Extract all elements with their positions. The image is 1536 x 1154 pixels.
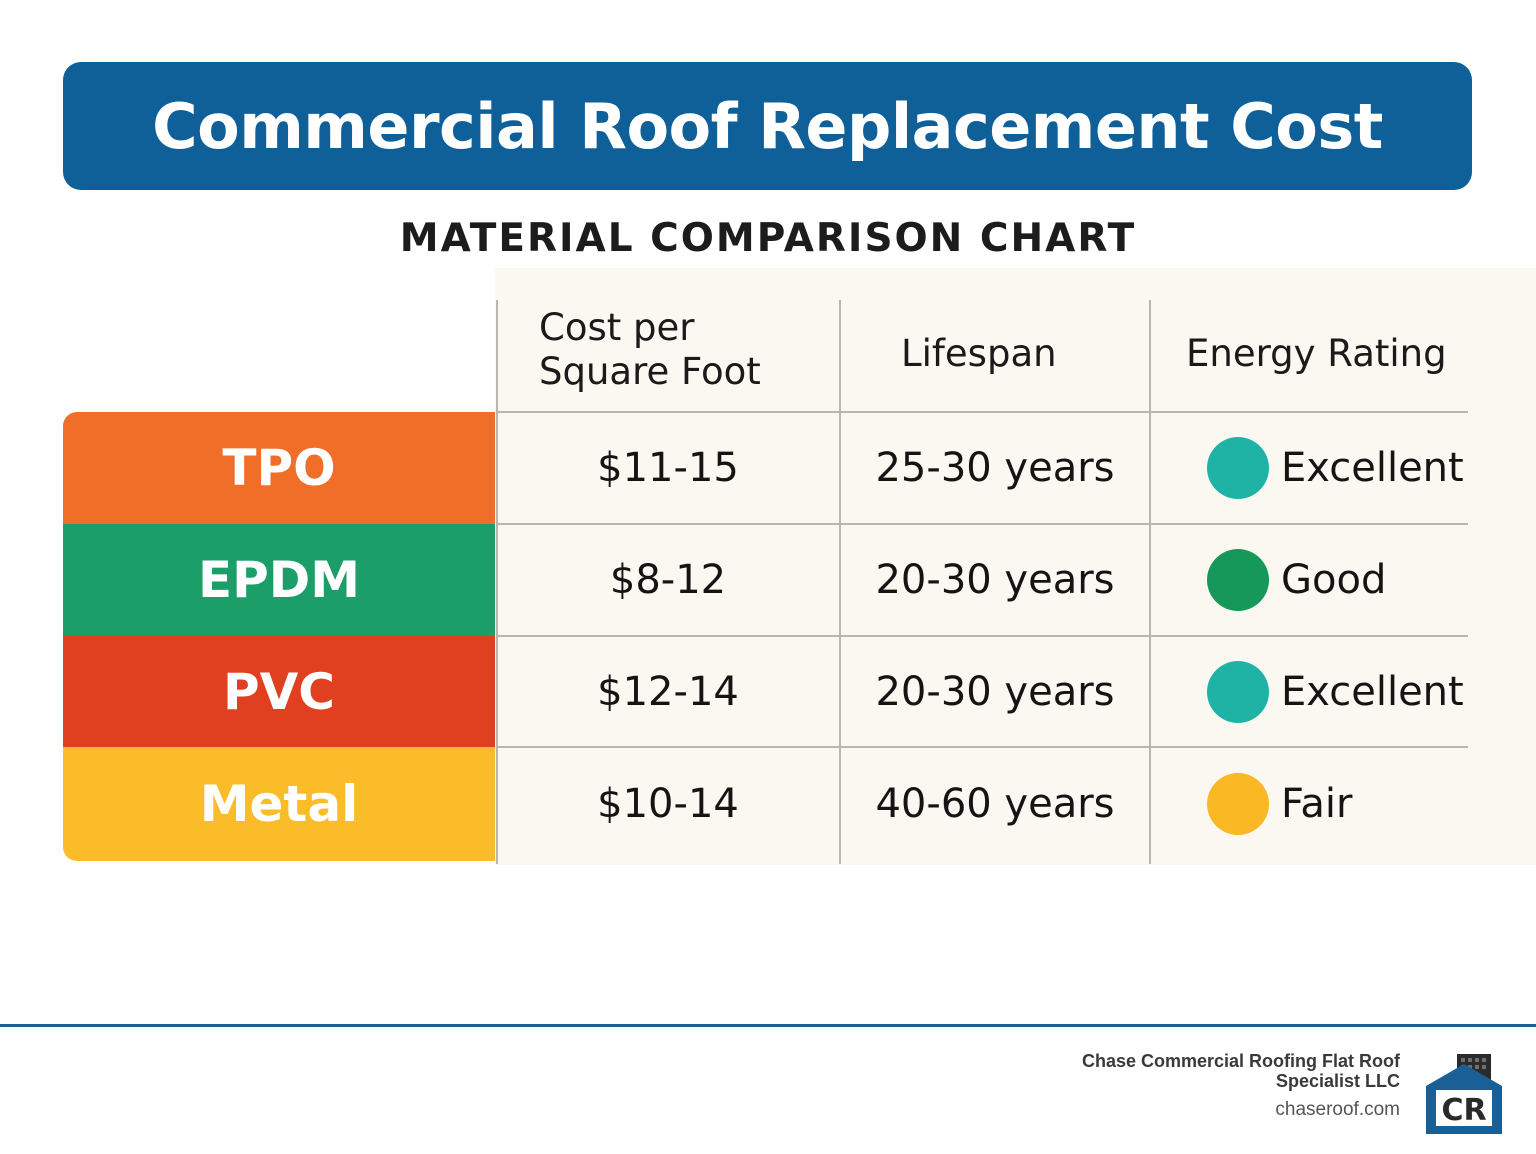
- row-label-metal: Metal: [63, 747, 495, 861]
- row-label-pvc: PVC: [63, 636, 495, 747]
- grid-hline-3: [496, 635, 1468, 637]
- header-energy-rating: Energy Rating: [1186, 332, 1447, 375]
- cell-cost-pvc: $12-14: [597, 668, 739, 715]
- cell-cost-metal: $10-14: [597, 781, 739, 827]
- rating-text: Excellent: [1281, 445, 1464, 491]
- table-background: [495, 268, 1536, 865]
- rating-dot-icon: [1207, 660, 1269, 723]
- footer-divider: [0, 1024, 1536, 1027]
- grid-vline-2: [839, 300, 841, 864]
- company-name-line1: Chase Commercial Roofing Flat Roof: [1081, 1051, 1400, 1071]
- cell-lifespan-tpo: 25-30 years: [875, 445, 1115, 491]
- cell-rating-tpo: Excellent: [1207, 412, 1464, 524]
- row-label-epdm: EPDM: [63, 524, 495, 636]
- cell-cost-tpo: $11-15: [597, 445, 739, 491]
- row-label-tpo: TPO: [63, 412, 495, 524]
- website-link[interactable]: chaseroof.com: [1275, 1099, 1400, 1120]
- material-label: PVC: [222, 662, 336, 721]
- grid-hline-4: [496, 746, 1468, 748]
- material-label: TPO: [222, 439, 336, 497]
- cell-rating-pvc: Excellent: [1207, 636, 1464, 747]
- header-cost: Cost per Square Foot: [539, 306, 761, 394]
- logo-text: CR: [1441, 1093, 1486, 1128]
- grid-hline-1: [496, 411, 1468, 413]
- rating-text: Fair: [1281, 781, 1353, 827]
- rating-text: Good: [1281, 557, 1387, 603]
- cell-lifespan-metal: 40-60 years: [875, 781, 1115, 827]
- grid-vline-3: [1149, 300, 1151, 864]
- rating-dot-icon: [1207, 773, 1269, 835]
- material-label: Metal: [199, 775, 359, 833]
- header-lifespan: Lifespan: [901, 332, 1057, 375]
- company-name: Chase Commercial Roofing Flat Roof Speci…: [1082, 1051, 1400, 1091]
- chart-title: Commercial Roof Replacement Cost: [152, 89, 1383, 163]
- cell-lifespan-epdm: 20-30 years: [875, 557, 1115, 603]
- rating-dot-icon: [1207, 437, 1269, 499]
- title-banner: Commercial Roof Replacement Cost: [63, 62, 1472, 190]
- cell-rating-metal: Fair: [1207, 747, 1352, 861]
- material-label: EPDM: [197, 551, 361, 609]
- cell-rating-epdm: Good: [1207, 524, 1386, 636]
- company-name-line2: Specialist LLC: [1275, 1071, 1400, 1091]
- company-logo-icon: CR: [1426, 1054, 1502, 1134]
- cell-cost-epdm: $8-12: [609, 557, 727, 603]
- header-cost-line1: Cost per: [539, 306, 695, 349]
- rating-text: Excellent: [1281, 668, 1464, 715]
- header-cost-line2: Square Foot: [539, 350, 761, 393]
- rating-dot-icon: [1207, 549, 1269, 611]
- cell-lifespan-pvc: 20-30 years: [875, 668, 1115, 715]
- grid-vline-1: [496, 300, 498, 864]
- grid-hline-2: [496, 523, 1468, 525]
- chart-subtitle: MATERIAL COMPARISON CHART: [399, 216, 1137, 261]
